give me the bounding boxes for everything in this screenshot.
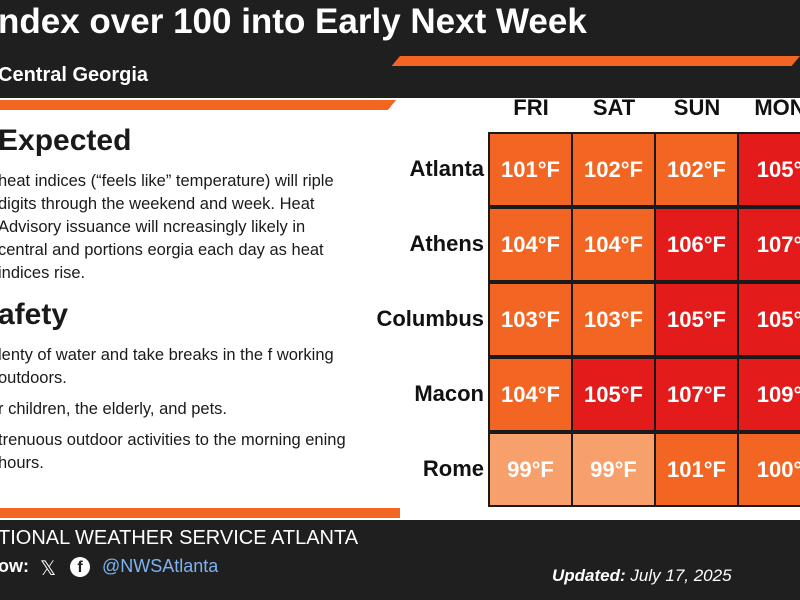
day-header-mon: MON xyxy=(754,95,800,120)
facebook-icon[interactable]: f xyxy=(70,557,90,577)
heat-cell: 101°F xyxy=(490,134,571,205)
heat-cell: 102°F xyxy=(573,134,654,205)
city-label-rome: Rome xyxy=(422,456,484,481)
page-title: ndex over 100 into Early Next Week xyxy=(0,2,587,41)
heat-cell: 107°F xyxy=(656,359,737,430)
accent-stripe-top xyxy=(391,56,800,66)
heat-cell: 104°F xyxy=(490,209,571,280)
x-logo-icon[interactable]: 𝕏 xyxy=(40,558,57,580)
day-header-fri: FRI xyxy=(513,95,549,120)
heat-cell: 102°F xyxy=(656,134,737,205)
expected-heading: Expected xyxy=(0,124,132,157)
city-label-macon: Macon xyxy=(414,381,484,406)
heat-index-table: 101°F 102°F 102°F 105° 104°F 104°F 106°F 107° 10… xyxy=(488,132,800,507)
day-header-sun: SUN xyxy=(673,95,721,120)
city-label-columbus: Columbus xyxy=(376,306,484,331)
safety-item: lenty of water and take breaks in the f … xyxy=(0,346,334,387)
updated-date: July 17, 2025 xyxy=(630,566,732,585)
accent-stripe-bottom xyxy=(0,508,400,518)
expected-text: heat indices (“feels like” temperature) … xyxy=(0,172,334,282)
follow-label: ow: xyxy=(0,556,29,576)
heat-cell: 104°F xyxy=(490,359,571,430)
heat-cell: 103°F xyxy=(573,284,654,355)
heat-cell: 105° xyxy=(739,134,800,205)
safety-item: trenuous outdoor activities to the morni… xyxy=(0,431,346,472)
updated-label: Updated: xyxy=(552,566,626,585)
heat-cell: 107° xyxy=(739,209,800,280)
city-label-atlanta: Atlanta xyxy=(409,156,484,181)
social-handle-link[interactable]: @NWSAtlanta xyxy=(102,556,219,576)
city-label-athens: Athens xyxy=(409,231,484,256)
page-subtitle: Central Georgia xyxy=(0,64,149,86)
heat-cell: 105° xyxy=(739,284,800,355)
heat-cell: 99°F xyxy=(490,434,571,505)
heat-cell: 100° xyxy=(739,434,800,505)
footer-bar xyxy=(0,520,800,600)
updated-timestamp: Updated: July 17, 2025 xyxy=(552,566,732,586)
header-bar: ndex over 100 into Early Next Week xyxy=(0,0,800,52)
heat-cell: 109° xyxy=(739,359,800,430)
accent-stripe-mid xyxy=(0,100,380,110)
day-header-sat: SAT xyxy=(592,95,636,120)
expected-paragraph: heat indices (“feels like” temperature) … xyxy=(0,170,358,293)
heat-cell: 106°F xyxy=(656,209,737,280)
heat-cell: 101°F xyxy=(656,434,737,505)
safety-item: r children, the elderly, and pets. xyxy=(0,400,227,418)
heat-cell: 103°F xyxy=(490,284,571,355)
heat-cell: 99°F xyxy=(573,434,654,505)
heat-cell: 105°F xyxy=(656,284,737,355)
heat-cell: 104°F xyxy=(573,209,654,280)
heat-cell: 105°F xyxy=(573,359,654,430)
safety-list: lenty of water and take breaks in the f … xyxy=(0,344,358,483)
org-name: TIONAL WEATHER SERVICE ATLANTA xyxy=(0,527,359,549)
safety-heading: afety xyxy=(0,298,69,331)
